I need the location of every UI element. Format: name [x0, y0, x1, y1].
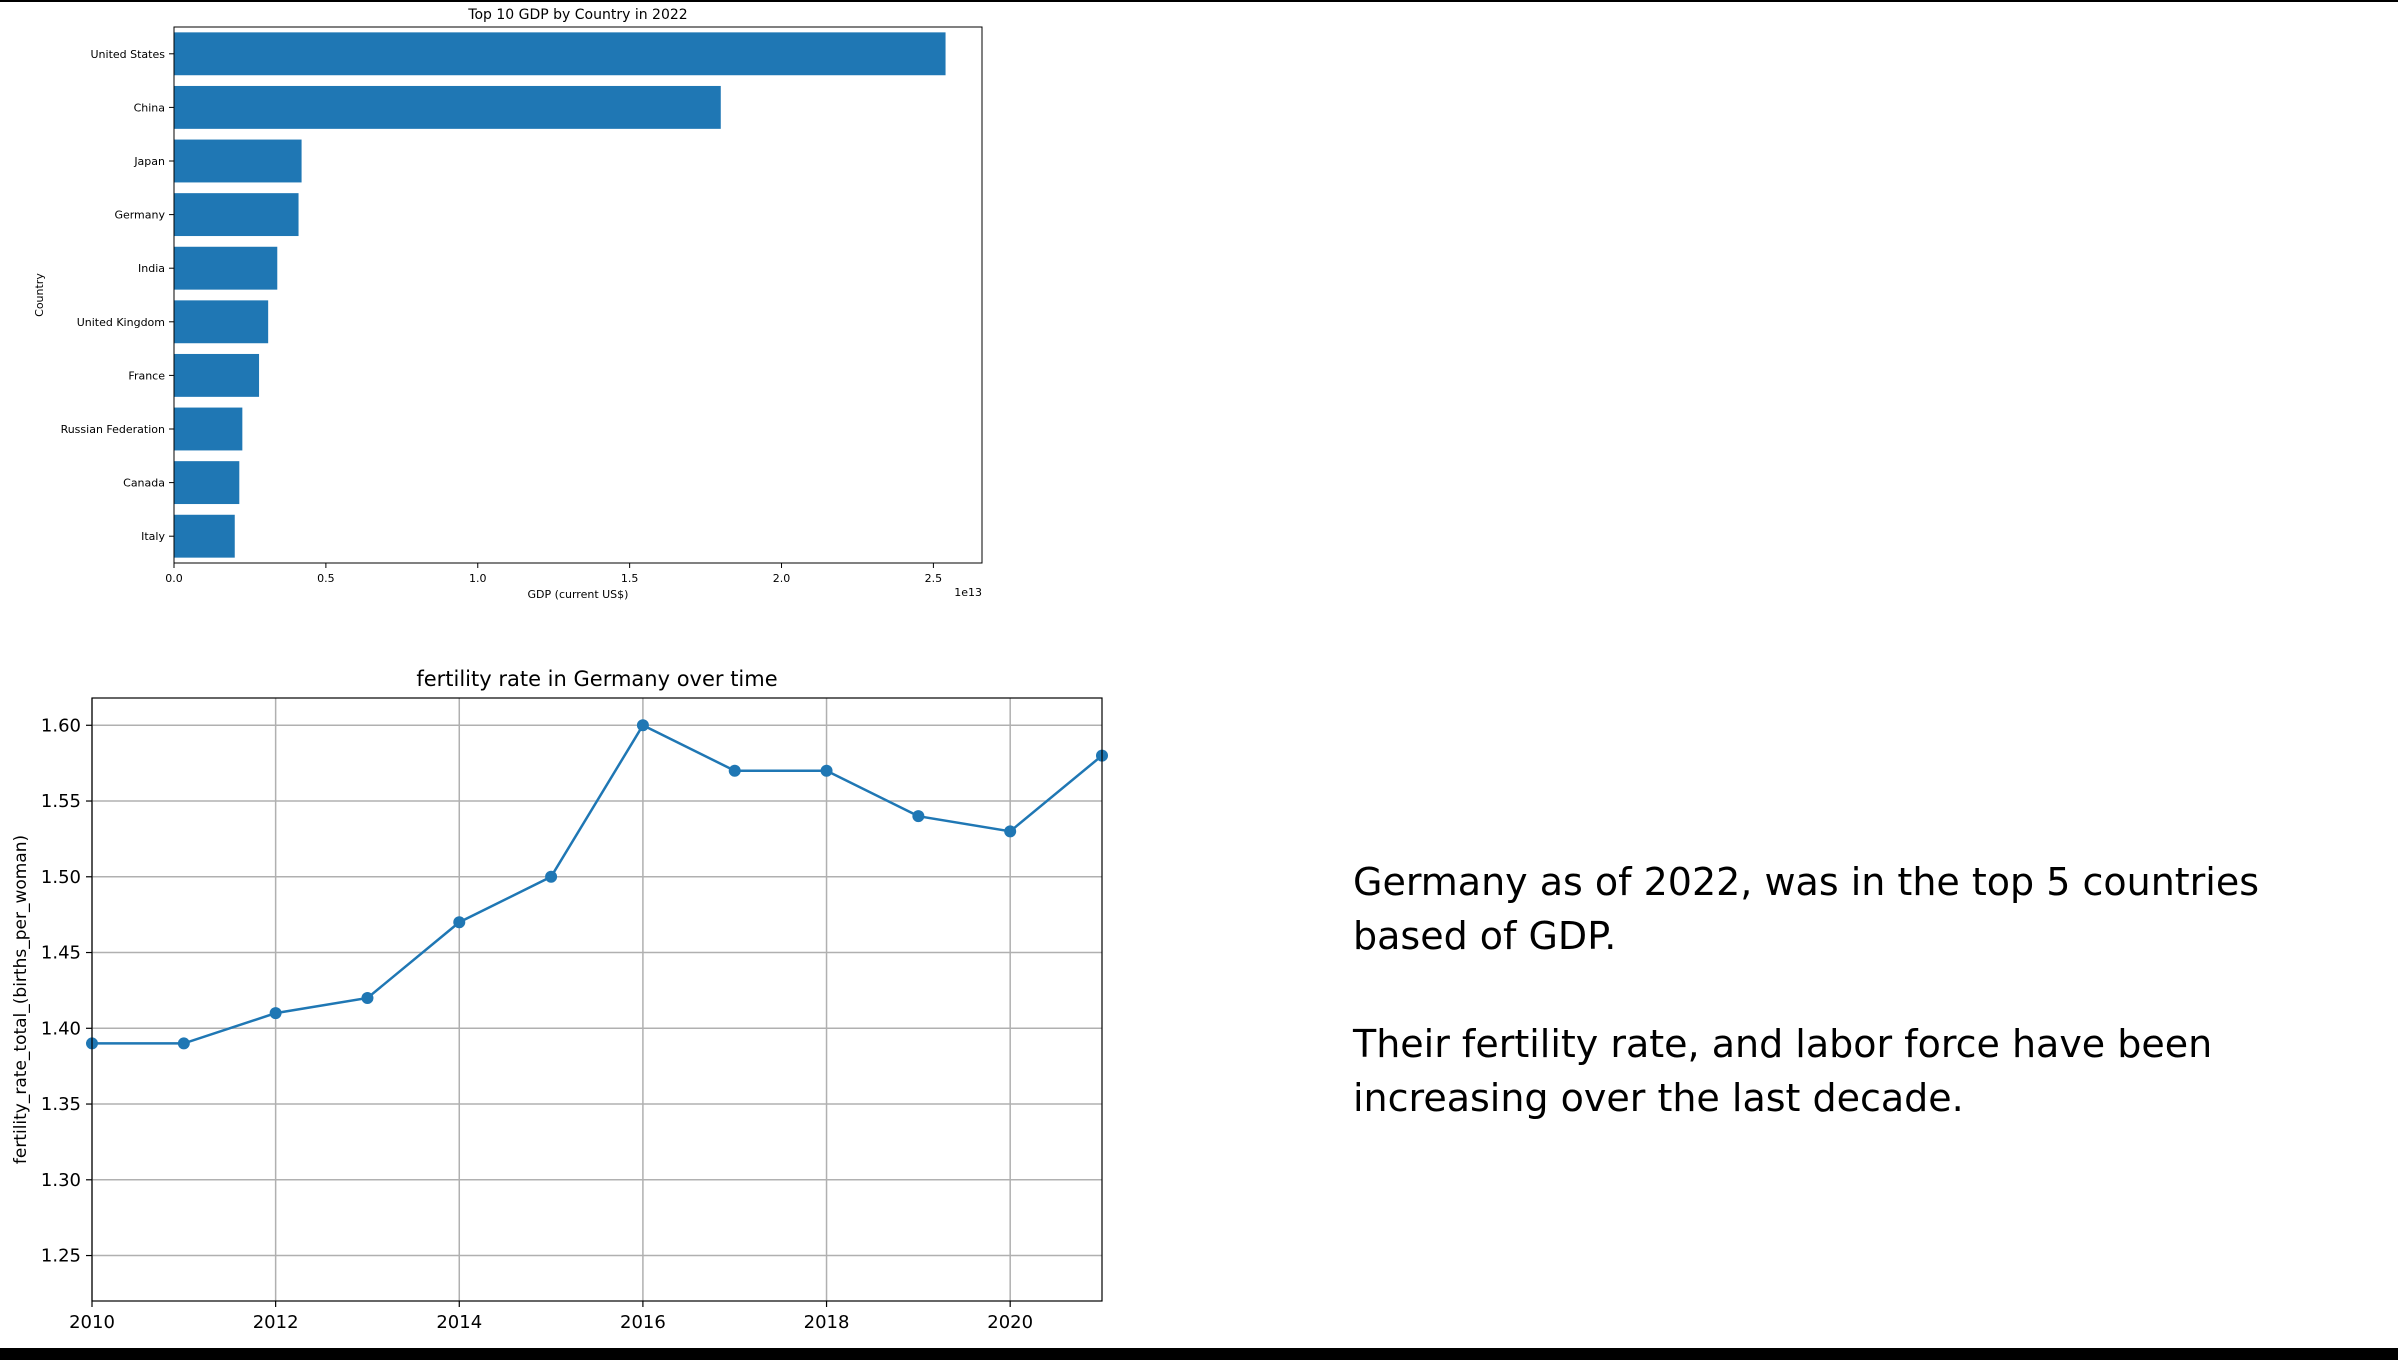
slide-text-block: Germany as of 2022, was in the top 5 cou…: [1353, 855, 2313, 1179]
y-tick-label: 1.30: [41, 1170, 81, 1191]
summary-paragraph-fertility: Their fertility rate, and labor force ha…: [1353, 1022, 2213, 1120]
y-tick-label: 1.35: [41, 1094, 81, 1115]
fertility-series-line: [92, 723, 1103, 1045]
y-tick-label: China: [134, 101, 165, 114]
summary-paragraph-gdp: Germany as of 2022, was in the top 5 cou…: [1353, 860, 2260, 958]
x-tick-label: 2012: [253, 1312, 299, 1333]
bar-russian-federation: [174, 407, 243, 451]
gdp-bar-chart: United States China Japan Germany India Unite…: [33, 7, 983, 601]
y-tick-label: France: [128, 369, 165, 382]
x-tick-label: 0.0: [165, 572, 183, 585]
y-axis-label: Country: [33, 273, 46, 317]
bar-germany: [174, 193, 299, 237]
top-border-line: [0, 0, 2398, 2]
y-tick-label: Italy: [141, 530, 165, 543]
bar-india: [174, 246, 278, 290]
data-point-2020: [1004, 825, 1017, 838]
chart-title: fertility rate in Germany over time: [416, 667, 777, 691]
x-tick-label: 2016: [620, 1312, 666, 1333]
y-tick-label: United Kingdom: [77, 316, 165, 329]
y-tick-label: Russian Federation: [61, 423, 165, 436]
x-tick-label: 2020: [987, 1312, 1033, 1333]
x-tick-label: 2.5: [925, 572, 943, 585]
data-point-2012: [269, 1007, 282, 1020]
x-tick-label: 1.5: [621, 572, 639, 585]
data-point-2011: [177, 1037, 190, 1050]
x-axis-label: GDP (current US$): [528, 588, 629, 601]
data-point-2019: [912, 810, 925, 823]
x-tick-label: 2.0: [773, 572, 791, 585]
y-tick-label: India: [138, 262, 165, 275]
y-tick-label: 1.55: [41, 791, 81, 812]
data-point-2015: [545, 870, 558, 883]
y-tick-label: 1.25: [41, 1246, 81, 1267]
y-tick-label: 1.45: [41, 943, 81, 964]
plot-frame: [91, 697, 1103, 1302]
y-tick-label: Japan: [133, 155, 165, 168]
x-tick-label: 0.5: [317, 572, 335, 585]
y-tick-label: 1.40: [41, 1018, 81, 1039]
bar-france: [174, 353, 260, 397]
y-tick-label: Canada: [123, 477, 165, 490]
bar-canada: [174, 461, 240, 505]
bar-united-kingdom: [174, 300, 269, 344]
data-point-2016: [636, 719, 649, 732]
x-tick-label: 2014: [436, 1312, 482, 1333]
data-point-2013: [361, 991, 374, 1004]
y-tick-label: United States: [91, 48, 166, 61]
y-axis-label: fertility_rate_total_(births_per_woman): [11, 835, 31, 1164]
y-tick-label: 1.60: [41, 715, 81, 736]
chart-title: Top 10 GDP by Country in 2022: [467, 7, 687, 23]
bar-united-states: [174, 32, 946, 76]
data-point-2018: [820, 764, 833, 777]
data-point-2014: [453, 916, 466, 929]
x-tick-label: 2010: [69, 1312, 115, 1333]
x-offset-label: 1e13: [954, 586, 982, 599]
bottom-border-bar: [0, 1348, 2398, 1360]
data-point-2017: [728, 764, 741, 777]
x-tick-label: 1.0: [469, 572, 487, 585]
y-tick-label: 1.50: [41, 867, 81, 888]
x-tick-label: 2018: [804, 1312, 850, 1333]
y-tick-label: Germany: [114, 209, 165, 222]
bar-china: [174, 85, 721, 129]
plot-frame: [173, 26, 983, 564]
fertility-line-chart: 2010 2012 2014 2016 2018 2020 1.25 1.30 1.35 1.40…: [11, 667, 1108, 1333]
bar-japan: [174, 139, 302, 183]
bar-italy: [174, 514, 235, 558]
